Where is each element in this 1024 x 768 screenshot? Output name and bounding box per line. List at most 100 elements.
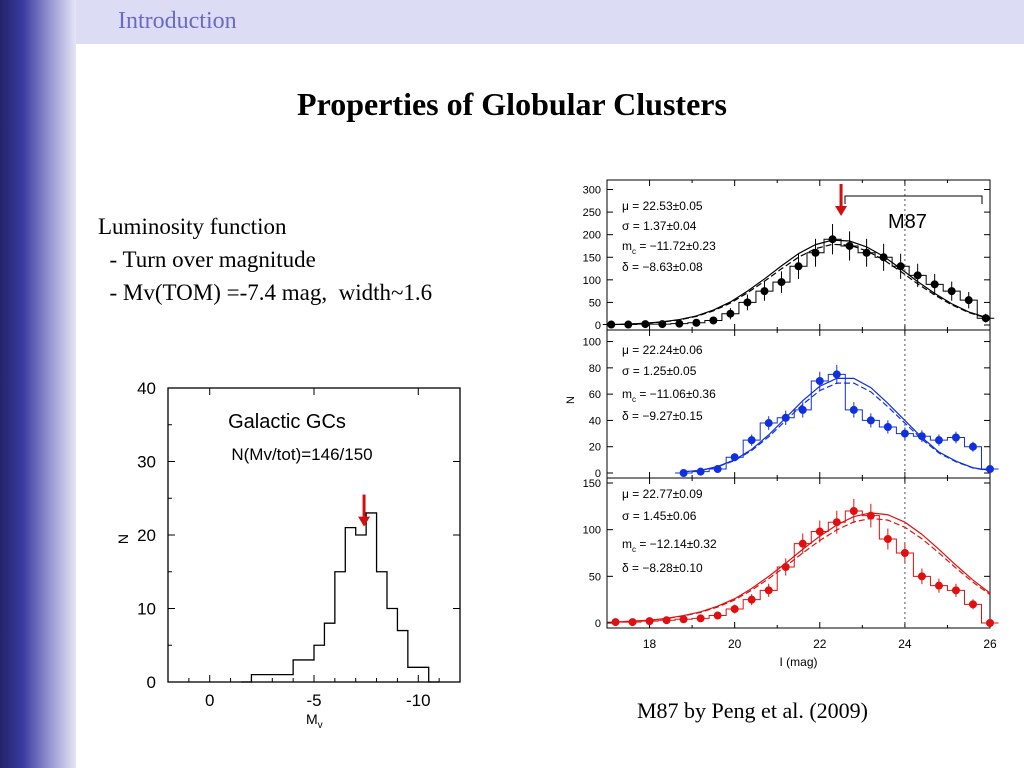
- data-point: [730, 453, 739, 462]
- data-point: [713, 611, 722, 620]
- y-tick-label: 40: [589, 415, 601, 427]
- data-point: [828, 235, 837, 244]
- data-point: [815, 377, 824, 385]
- data-point: [624, 320, 633, 329]
- chart-subtitle: N(Mv/tot)=146/150: [231, 445, 372, 464]
- fit-parameter-text: mc = −11.72±0.23: [622, 239, 716, 256]
- range-bracket: [844, 195, 983, 204]
- fit-parameter-text: δ = −8.63±0.08: [622, 260, 703, 274]
- data-point: [951, 433, 960, 442]
- y-tick-label: 300: [583, 185, 601, 197]
- y-tick-label: 0: [595, 618, 601, 630]
- data-point: [713, 465, 722, 474]
- y-tick-label: 0: [595, 320, 601, 332]
- data-point: [968, 600, 977, 609]
- fit-parameter-text: μ = 22.77±0.09: [622, 487, 703, 501]
- y-tick-label: 250: [583, 207, 601, 219]
- y-tick-label: 150: [583, 252, 601, 264]
- data-point: [951, 586, 960, 595]
- y-tick-label: 200: [583, 230, 601, 242]
- fit-parameter-text: δ = −9.27±0.15: [622, 409, 703, 423]
- data-point: [679, 615, 688, 624]
- data-point: [832, 518, 841, 527]
- histogram-step: [602, 238, 995, 326]
- figure-caption: M87 by Peng et al. (2009): [637, 698, 868, 723]
- y-tick-label: 0: [595, 468, 601, 480]
- fit-parameter-text: μ = 22.24±0.06: [622, 343, 703, 357]
- y-tick-label: 40: [137, 379, 156, 398]
- data-point: [883, 535, 892, 543]
- data-point: [917, 572, 926, 581]
- evolved-schechter-fit-curve: [611, 243, 986, 326]
- y-tick-label: 60: [589, 389, 601, 401]
- data-point: [815, 527, 824, 536]
- data-point: [798, 405, 807, 414]
- x-tick-label: 26: [983, 637, 997, 651]
- data-point: [675, 319, 684, 328]
- data-point: [747, 436, 756, 445]
- data-point: [760, 287, 769, 296]
- tom-arrowhead: [835, 206, 848, 216]
- gaussian-fit-curve: [611, 239, 986, 326]
- data-point: [641, 320, 650, 329]
- x-tick-label: 22: [813, 637, 827, 651]
- data-point: [764, 586, 773, 595]
- x-tick-label: 0: [205, 691, 214, 710]
- y-tick-label: 150: [583, 478, 601, 490]
- evolved-schechter-fit-curve: [683, 382, 991, 473]
- data-point: [862, 248, 871, 257]
- data-point: [794, 262, 803, 271]
- data-point: [645, 617, 654, 626]
- y-tick-label: 30: [137, 453, 156, 472]
- data-point: [696, 467, 705, 476]
- data-point: [986, 465, 994, 474]
- x-tick-label: 18: [643, 637, 657, 651]
- fit-parameter-text: σ = 1.25±0.05: [622, 364, 697, 378]
- data-point: [845, 241, 854, 250]
- data-point: [726, 309, 735, 318]
- data-point: [811, 248, 820, 257]
- data-point: [747, 595, 756, 604]
- data-point: [658, 320, 667, 329]
- y-tick-label: 100: [583, 525, 601, 537]
- data-point: [662, 616, 671, 625]
- y-axis-label: N: [565, 396, 577, 404]
- data-point: [611, 618, 620, 627]
- bullet-item: - Turn over magnitude: [98, 247, 316, 272]
- evolved-schechter-fit-curve: [615, 517, 991, 623]
- data-point: [917, 432, 926, 441]
- data-point: [798, 539, 807, 548]
- data-point: [930, 280, 939, 289]
- data-point: [692, 318, 701, 327]
- y-tick-label: 80: [589, 363, 601, 375]
- data-point: [900, 549, 909, 557]
- section-label: Introduction: [118, 8, 237, 34]
- data-point: [866, 416, 875, 425]
- data-point: [607, 320, 616, 329]
- data-point: [628, 618, 637, 627]
- data-point: [913, 271, 922, 280]
- data-point: [849, 507, 858, 515]
- data-point: [679, 469, 688, 477]
- data-point: [896, 262, 905, 271]
- y-tick-label: 50: [589, 571, 601, 583]
- y-tick-label: 50: [589, 297, 601, 309]
- data-point: [900, 429, 909, 438]
- data-point: [777, 278, 786, 287]
- data-point: [934, 581, 943, 590]
- fit-parameter-text: δ = −8.28±0.10: [622, 561, 703, 575]
- y-tick-label: 100: [583, 275, 601, 287]
- panel-frame: [606, 477, 991, 629]
- fit-parameter-text: mc = −12.14±0.32: [622, 537, 717, 554]
- x-tick-label: -10: [406, 691, 431, 710]
- data-point: [849, 405, 858, 414]
- fit-parameter-text: σ = 1.37±0.04: [622, 219, 697, 233]
- y-tick-label: 10: [137, 600, 156, 619]
- x-tick-label: -5: [306, 691, 321, 710]
- data-point: [968, 442, 977, 451]
- y-tick-label: 0: [147, 673, 156, 692]
- data-point: [986, 619, 994, 627]
- histogram-step: [241, 512, 440, 683]
- slide-title: Properties of Globular Clusters: [297, 86, 727, 122]
- data-point: [781, 563, 790, 571]
